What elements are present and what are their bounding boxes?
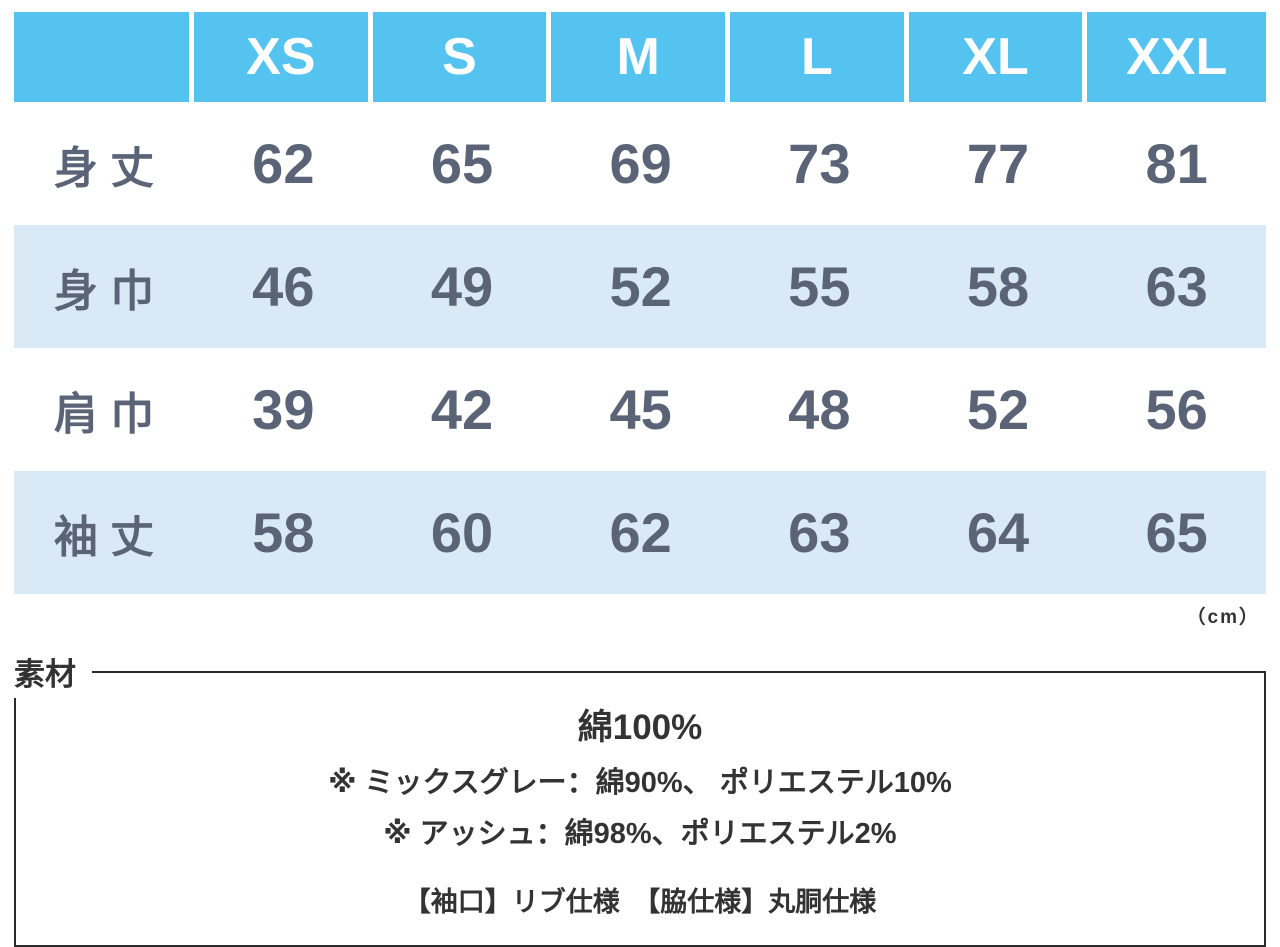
size-value-cell: 48	[788, 378, 851, 441]
size-value-cell: 58	[252, 501, 315, 564]
size-column-header-m: M	[551, 12, 730, 102]
size-value-cell: 45	[609, 378, 672, 441]
material-note-mix-gray: ※ ミックスグレー：綿90%、 ポリエステル10%	[328, 767, 952, 799]
size-value-cell: 64	[966, 501, 1030, 564]
table-row-shoulder-width: 肩巾 39 42 45 48 52 56	[14, 348, 1266, 471]
material-spec: 【袖口】リブ仕様 【脇仕様】丸胴仕様	[403, 887, 877, 917]
size-value-cell: 69	[609, 132, 672, 195]
size-column-header-xxl: XXL	[1087, 12, 1266, 102]
size-column-header-xs: XS	[194, 12, 373, 102]
size-value-cell: 62	[252, 132, 315, 195]
row-label-sodetake: 袖丈	[53, 512, 167, 562]
material-box: 綿100% ※ ミックスグレー：綿90%、 ポリエステル10% ※ アッシュ：綿…	[14, 671, 1266, 947]
table-row-sleeve-length: 袖丈 58 60 62 63 64 65	[14, 471, 1266, 594]
row-label-mitake: 身丈	[53, 143, 167, 193]
size-column-header-l: L	[730, 12, 909, 102]
size-value-cell: 81	[1145, 132, 1208, 195]
size-value-cell: 58	[966, 255, 1030, 318]
size-value-cell: 46	[252, 255, 315, 318]
size-column-header-s: S	[372, 12, 552, 102]
size-value-cell: 55	[788, 255, 851, 318]
size-value-cell: 62	[609, 501, 672, 564]
material-note-ash: ※ アッシュ：綿98%、ポリエステル2%	[383, 818, 897, 850]
size-value-cell: 73	[788, 132, 851, 195]
size-value-cell: 42	[430, 378, 494, 441]
row-label-mihaba: 身巾	[53, 266, 167, 316]
size-value-cell: 65	[1145, 501, 1208, 564]
table-row-body-length: 身丈 62 65 69 73 77 81	[14, 102, 1266, 225]
size-value-cell: 63	[1145, 255, 1208, 318]
size-value-cell: 39	[252, 378, 315, 441]
size-value-cell: 77	[966, 132, 1030, 195]
size-chart-header-row: XS S M L XL XXL	[14, 12, 1266, 102]
size-value-cell: 65	[430, 132, 494, 195]
size-value-cell: 56	[1145, 378, 1208, 441]
size-value-cell: 60	[430, 501, 494, 564]
size-value-cell: 52	[966, 378, 1030, 441]
size-chart-table: XS S M L XL XXL 身丈 62 65 69 73 77 81 身巾 …	[14, 12, 1266, 594]
material-label: 素材	[12, 649, 92, 698]
unit-note: （cm）	[1186, 607, 1260, 628]
material-main: 綿100%	[577, 708, 703, 747]
material-section: 素材 綿100% ※ ミックスグレー：綿90%、 ポリエステル10% ※ アッシ…	[12, 649, 1266, 947]
size-column-header-xl: XL	[908, 12, 1088, 102]
size-value-cell: 63	[788, 501, 851, 564]
size-value-cell: 52	[609, 255, 672, 318]
size-value-cell: 49	[430, 255, 494, 318]
table-row-body-width: 身巾 46 49 52 55 58 63	[14, 225, 1266, 348]
corner-cell	[14, 12, 194, 102]
row-label-katahaba: 肩巾	[53, 389, 167, 439]
